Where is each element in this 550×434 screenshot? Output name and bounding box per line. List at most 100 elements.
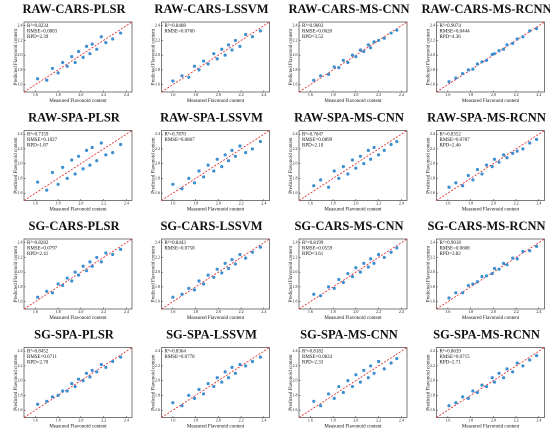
data-point <box>119 355 123 359</box>
data-point <box>501 261 506 265</box>
data-point <box>369 157 373 161</box>
data-point <box>206 163 210 167</box>
stat-annotation: R²=0.7647 <box>302 132 324 138</box>
data-point <box>230 48 234 52</box>
data-point <box>358 154 362 158</box>
y-tick-label: 1.8 <box>155 67 160 72</box>
data-point <box>376 38 381 43</box>
x-tick-label: 2.0 <box>216 309 221 314</box>
x-tick-label: 2.0 <box>78 417 83 422</box>
data-point <box>372 261 376 265</box>
identity-line <box>161 347 270 418</box>
data-point <box>99 35 103 39</box>
stat-annotation: RPD=3.82 <box>440 252 462 257</box>
data-point <box>111 151 115 155</box>
y-tick-label: 1.6 <box>293 299 298 304</box>
panel-title: SG-CARS-LSSVM <box>160 219 262 233</box>
y-tick-label: 2.4 <box>18 348 23 353</box>
y-tick-label: 1.8 <box>18 284 23 289</box>
x-axis-label: Measured Flavonoid content <box>49 99 107 104</box>
x-tick-label: 1.8 <box>331 309 336 314</box>
x-tick-label: 2.0 <box>353 309 358 314</box>
data-point <box>180 74 184 78</box>
data-point <box>454 76 458 80</box>
data-point <box>258 29 263 33</box>
data-point <box>238 144 242 148</box>
y-axis-label: Predicted Flavonoid content <box>427 28 432 85</box>
data-point <box>490 165 494 169</box>
y-tick-label: 2.2 <box>18 37 23 42</box>
data-point <box>312 292 316 296</box>
y-tick-label: 2.4 <box>18 131 23 136</box>
x-tick-label: 1.6 <box>445 200 450 205</box>
data-point <box>337 384 341 389</box>
data-point <box>76 273 81 277</box>
x-tick-label: 2.4 <box>124 92 129 97</box>
data-point <box>312 184 316 188</box>
stat-annotation: RPD=2.41 <box>27 252 49 257</box>
y-tick-label: 2.4 <box>293 348 298 353</box>
data-point <box>206 273 210 277</box>
y-tick-label: 2.0 <box>155 378 160 383</box>
data-point <box>354 55 358 59</box>
data-point <box>475 390 480 395</box>
x-tick-label: 2.0 <box>353 92 358 97</box>
panel-title: RAW-CARS-MS-CNN <box>288 2 409 16</box>
y-axis-label: Predicted Flavonoid content <box>427 354 432 411</box>
data-point <box>511 256 515 260</box>
y-tick-label: 1.6 <box>18 407 23 412</box>
plot-frame <box>23 21 133 93</box>
data-point <box>258 355 263 359</box>
y-tick-label: 2.2 <box>155 363 160 368</box>
stat-annotation: RPD=4.36 <box>440 35 462 40</box>
y-tick-label: 2.0 <box>18 378 23 383</box>
data-point <box>192 288 197 292</box>
data-point <box>350 384 355 389</box>
y-axis-label: Predicted Flavonoid content <box>289 245 294 302</box>
data-point <box>73 384 77 389</box>
data-point <box>447 296 451 300</box>
data-point <box>312 78 316 82</box>
panel: SG-CARS-LSSVM 1.6 1.8 2.0 2.2 2.4 1.6 1.8 2.0 2.2… <box>152 219 270 321</box>
data-point <box>372 40 376 44</box>
data-point <box>197 387 201 392</box>
x-tick-label: 2.2 <box>514 309 519 314</box>
data-point <box>528 141 532 145</box>
panel: RAW-SPA-MS-CNN 1.6 1.8 2.0 2.2 2.4 1.6 1.8 2.0 2.… <box>289 110 408 213</box>
data-point <box>233 38 237 43</box>
plot-frame <box>23 238 133 310</box>
stat-annotation: RPD=2.71 <box>440 361 462 366</box>
panel: RAW-SPA-PLSR 1.6 1.8 2.0 2.2 2.4 1.6 1.8 2.0 2.2 2… <box>14 110 133 213</box>
y-tick-label: 2.2 <box>155 254 160 259</box>
data-point <box>358 380 362 384</box>
stat-annotation: RMSE=0.1027 <box>27 138 58 143</box>
x-tick-label: 1.8 <box>468 92 473 97</box>
y-tick-label: 2.0 <box>430 161 435 166</box>
data-point <box>99 362 103 367</box>
data-point <box>104 251 108 255</box>
data-point <box>201 59 206 63</box>
data-point <box>50 291 55 295</box>
data-point <box>99 141 103 145</box>
data-point <box>95 47 99 51</box>
y-tick-label: 2.2 <box>430 363 435 368</box>
y-tick-label: 1.6 <box>155 82 160 87</box>
data-point <box>73 172 77 176</box>
x-tick-label: 1.6 <box>33 417 38 422</box>
data-point <box>382 36 386 40</box>
identity-line <box>23 130 133 201</box>
data-point <box>206 382 210 386</box>
data-point <box>104 153 108 157</box>
y-tick-label: 2.2 <box>293 37 298 42</box>
data-point <box>326 72 331 76</box>
data-point <box>76 49 81 54</box>
x-axis-label: Measured Flavonoid content <box>324 425 382 430</box>
y-tick-label: 2.4 <box>155 131 160 136</box>
x-tick-label: 1.8 <box>331 92 336 97</box>
data-point <box>50 66 55 71</box>
x-tick-label: 1.8 <box>56 309 61 314</box>
x-tick-label: 2.4 <box>536 417 541 422</box>
plot-frame <box>298 347 408 418</box>
data-point <box>350 53 355 57</box>
y-axis-label: Predicted Flavonoid content <box>14 137 19 194</box>
